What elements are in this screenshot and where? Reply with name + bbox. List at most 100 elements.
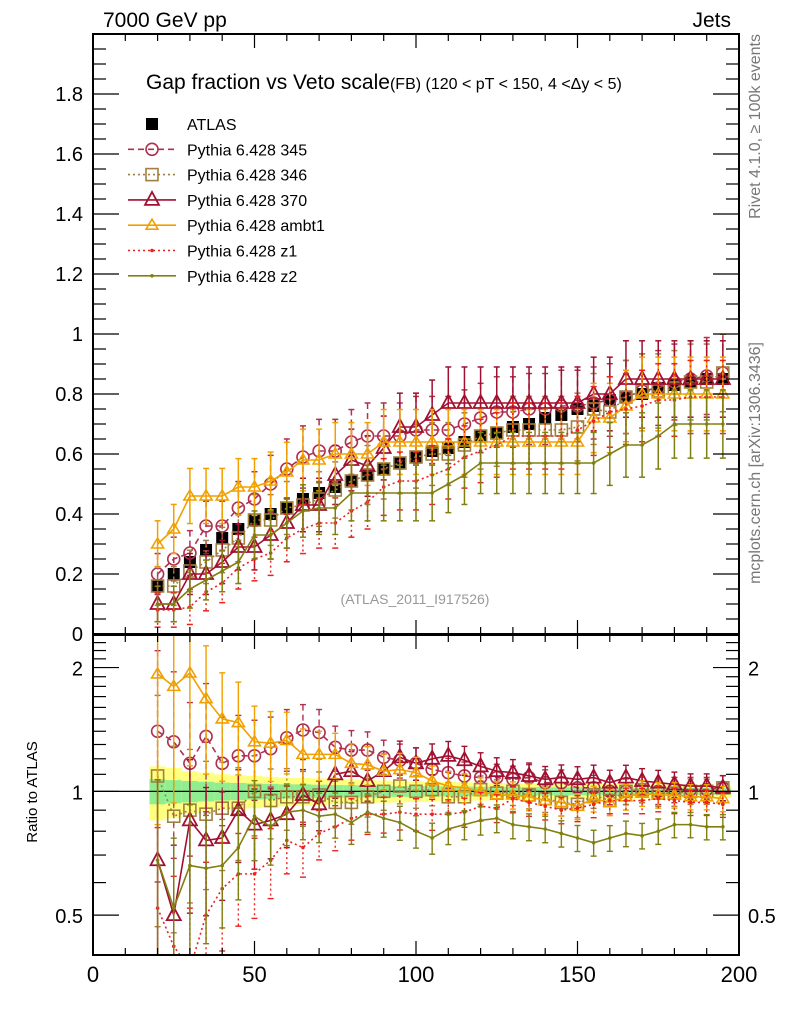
data-point xyxy=(608,452,612,456)
ratio-point xyxy=(624,831,628,836)
data-point xyxy=(608,410,612,414)
ratio-point xyxy=(166,809,181,824)
legend-item: Pythia 6.428 z2 xyxy=(128,269,297,286)
data-point xyxy=(656,434,661,438)
legend-marker xyxy=(145,142,159,157)
series-line xyxy=(157,378,723,605)
data-point xyxy=(376,434,392,447)
data-point xyxy=(640,404,644,408)
y-tick-label: 1 xyxy=(72,324,83,346)
data-point xyxy=(624,407,628,411)
ratio-point xyxy=(553,794,569,808)
data-point xyxy=(204,578,208,582)
data-point xyxy=(455,393,473,409)
legend-item: Pythia 6.428 345 xyxy=(128,142,307,159)
y-tick-label: 1.2 xyxy=(55,264,83,286)
data-point xyxy=(472,393,490,409)
ratio-y-tick-label: 0.5 xyxy=(55,906,83,928)
data-point xyxy=(182,488,198,501)
data-point xyxy=(656,398,661,402)
ratio-point xyxy=(317,814,321,819)
ratio-point xyxy=(656,829,661,834)
ratio-point xyxy=(220,863,224,868)
data-point xyxy=(650,386,666,399)
data-point xyxy=(285,521,289,525)
ratio-ylabel: Ratio to ATLAS xyxy=(24,741,41,842)
data-point xyxy=(634,386,650,399)
legend-marker xyxy=(145,167,159,182)
ratio-point xyxy=(343,755,359,769)
chart-title: Gap fraction vs Veto scale(FB) (120 < pT… xyxy=(146,71,622,94)
ratio-point xyxy=(457,780,472,793)
ratio-point xyxy=(398,820,402,825)
data-point xyxy=(704,422,709,426)
ratio-point xyxy=(672,798,677,803)
data-point xyxy=(591,461,596,465)
data-point xyxy=(263,473,279,486)
ratio-point xyxy=(188,967,192,971)
ratio-point xyxy=(440,778,456,791)
ratio-line xyxy=(156,797,723,955)
legend-marker xyxy=(144,217,160,230)
ratio-point xyxy=(414,829,418,834)
data-point xyxy=(230,479,246,492)
legend-marker xyxy=(146,118,158,130)
ratio-point xyxy=(279,732,295,746)
y-tick-label: 0 xyxy=(72,624,83,646)
legend-label: Pythia 6.428 346 xyxy=(187,168,307,185)
ratio-point xyxy=(543,827,547,831)
legend-label: ATLAS xyxy=(187,117,237,134)
ratio-point xyxy=(488,761,506,778)
ratio-point xyxy=(608,836,612,840)
data-point xyxy=(543,461,547,465)
ratio-point xyxy=(392,761,408,775)
data-point xyxy=(575,461,580,465)
ratio-point xyxy=(166,678,182,692)
ratio-point xyxy=(585,767,603,784)
ratio-point xyxy=(527,800,531,805)
data-point xyxy=(214,488,230,501)
ratio-point xyxy=(295,746,311,760)
ratio-point xyxy=(591,802,596,807)
ratio-point xyxy=(543,804,547,809)
ratio-point xyxy=(568,769,587,786)
legend-item: Pythia 6.428 z1 xyxy=(128,244,297,261)
x-tick-label: 200 xyxy=(721,962,758,987)
data-point xyxy=(559,461,564,465)
ratio-point xyxy=(511,796,515,801)
ratio-point xyxy=(721,802,725,807)
ratio-point xyxy=(672,822,677,827)
ratio-point xyxy=(214,711,230,724)
legend-label: Pythia 6.428 z2 xyxy=(187,269,297,286)
ratio-series-pythia-6-428-z1 xyxy=(154,784,726,971)
data-point xyxy=(398,491,402,495)
legend-marker xyxy=(150,248,154,253)
ratio-point xyxy=(252,814,257,819)
data-point xyxy=(591,419,596,423)
analysis-annotation: (ATLAS_2011_I917526) xyxy=(341,591,490,607)
data-point xyxy=(640,443,644,447)
ratio-point xyxy=(204,866,208,871)
ratio-point xyxy=(704,824,709,829)
ratio-y-tick-label: 2 xyxy=(72,659,83,681)
ratio-point xyxy=(608,798,612,803)
ratio-point xyxy=(365,810,370,814)
ratio-point xyxy=(182,665,198,678)
ratio-point xyxy=(326,764,344,781)
y-tick-label: 1.4 xyxy=(55,204,83,226)
ratio-point xyxy=(171,906,176,910)
ratio-y-tick-label-right: 0.5 xyxy=(748,906,776,928)
ratio-point xyxy=(559,808,564,812)
data-point xyxy=(494,461,499,465)
data-point xyxy=(171,602,176,606)
ratio-y-tick-label-right: 2 xyxy=(748,659,759,681)
data-point xyxy=(430,491,434,495)
ratio-line xyxy=(156,809,723,911)
header-left: 7000 GeV pp xyxy=(103,9,227,32)
ratio-point xyxy=(455,750,473,767)
series-line xyxy=(157,423,723,605)
data-point xyxy=(317,506,321,510)
ratio-series-pythia-6-428-z2 xyxy=(154,778,726,955)
legend-label: Pythia 6.428 345 xyxy=(187,142,307,159)
ratio-point xyxy=(150,666,166,679)
